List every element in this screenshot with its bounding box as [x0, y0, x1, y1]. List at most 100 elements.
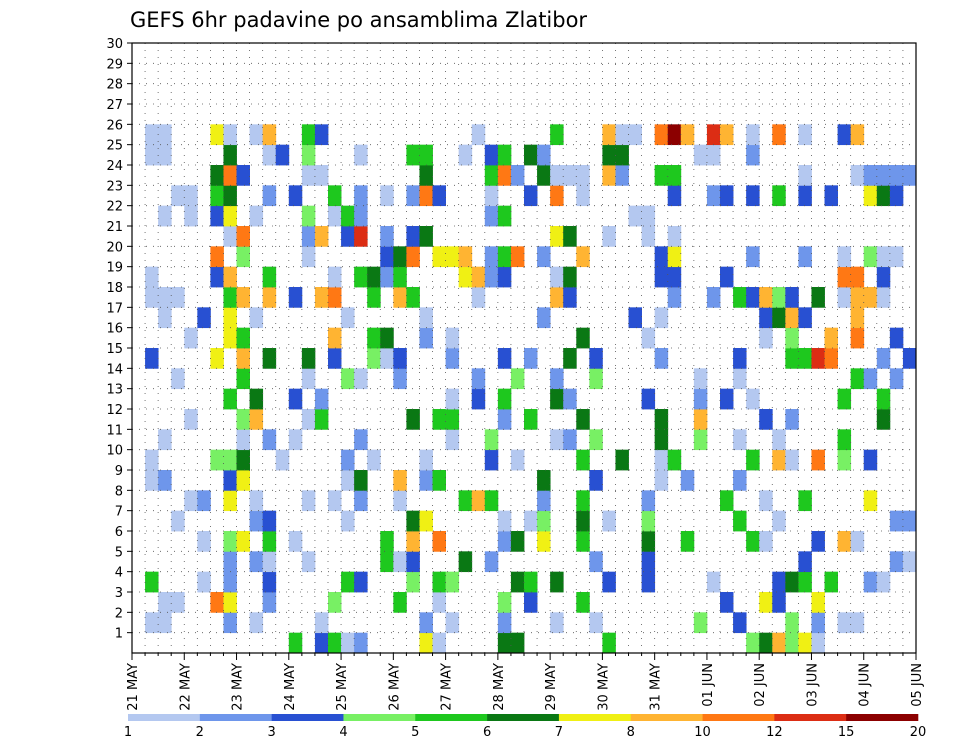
heatmap-cell: [236, 226, 250, 247]
heatmap-cell: [706, 287, 721, 308]
heatmap-cell: [850, 531, 865, 552]
heatmap-cell: [889, 327, 904, 349]
heatmap-cell: [615, 144, 629, 166]
heatmap-cell: [367, 327, 381, 349]
heatmap-cell: [210, 266, 224, 288]
heatmap-cell: [249, 490, 264, 512]
heatmap-cell: [497, 409, 512, 430]
heatmap-cell: [314, 388, 329, 410]
heatmap-cell: [380, 185, 394, 207]
heatmap-cell: [197, 307, 211, 329]
heatmap-cell: [876, 246, 891, 268]
heatmap-cell: [772, 124, 786, 146]
heatmap-cell: [550, 124, 564, 146]
heatmap-cell: [354, 205, 368, 227]
heatmap-cell: [641, 510, 656, 532]
heatmap-cell: [236, 409, 250, 430]
heatmap-cell: [746, 287, 760, 308]
heatmap-cell: [301, 368, 316, 390]
heatmap-cell: [889, 165, 904, 186]
heatmap-cell: [889, 510, 904, 532]
heatmap-cell: [641, 551, 656, 573]
heatmap-cell: [863, 165, 878, 186]
heatmap-cell: [876, 165, 891, 186]
heatmap-cell: [236, 429, 250, 451]
heatmap-cell: [759, 531, 773, 552]
heatmap-cell: [393, 348, 407, 369]
colorbar-label: 8: [627, 725, 635, 740]
heatmap-cell: [537, 470, 551, 491]
heatmap-cell: [223, 185, 237, 207]
heatmap-cell: [236, 165, 250, 186]
heatmap-cell: [654, 409, 669, 430]
heatmap-cell: [641, 205, 656, 227]
heatmap-cell: [733, 287, 747, 308]
heatmap-cell: [680, 470, 695, 491]
heatmap-cell: [837, 124, 852, 146]
heatmap-cell: [314, 409, 329, 430]
heatmap-cell: [785, 571, 799, 593]
heatmap-cell: [746, 124, 760, 146]
heatmap-cell: [785, 612, 799, 634]
heatmap-cell: [811, 449, 825, 471]
y-tick-label: 13: [106, 383, 123, 398]
heatmap-cell: [354, 571, 368, 593]
heatmap-cell: [615, 124, 629, 146]
heatmap-cell: [550, 388, 564, 410]
heatmap-cell: [510, 246, 525, 268]
heatmap-cell: [876, 266, 891, 288]
heatmap-cell: [667, 124, 682, 146]
heatmap-cell: [249, 510, 264, 532]
heatmap-cell: [798, 246, 812, 268]
y-tick-label: 25: [106, 139, 123, 154]
heatmap-cell: [889, 368, 904, 390]
heatmap-cell: [236, 348, 250, 369]
heatmap-cell: [563, 165, 577, 186]
y-tick-label: 18: [106, 281, 123, 296]
heatmap-cell: [746, 449, 760, 471]
heatmap-cell: [328, 327, 342, 349]
heatmap-cell: [720, 185, 734, 207]
heatmap-cell: [419, 510, 433, 532]
heatmap-cell: [432, 592, 446, 613]
heatmap-cell: [602, 226, 616, 247]
heatmap-cell: [445, 571, 460, 593]
colorbar-swatch: [630, 714, 703, 721]
x-tick-label: 31 MAY: [649, 663, 664, 711]
dotted-grid: [132, 43, 916, 653]
heatmap-cell: [406, 571, 420, 593]
heatmap-cell: [197, 490, 211, 512]
heatmap-cell: [445, 348, 460, 369]
heatmap-cell: [563, 287, 577, 308]
heatmap-cell: [236, 449, 250, 471]
heatmap-cell: [772, 449, 786, 471]
heatmap-cell: [262, 124, 277, 146]
heatmap-cell: [145, 612, 159, 634]
heatmap-cell: [249, 409, 264, 430]
heatmap-cell: [262, 551, 277, 573]
heatmap-cell: [576, 490, 590, 512]
heatmap-cell: [772, 510, 786, 532]
heatmap-cell: [654, 470, 669, 491]
heatmap-cell: [341, 307, 355, 329]
heatmap-cell: [772, 592, 786, 613]
heatmap-cell: [262, 510, 277, 532]
heatmap-cell: [693, 388, 708, 410]
heatmap-cell: [628, 124, 642, 146]
heatmap-cell: [889, 246, 904, 268]
x-tick-label: 28 MAY: [492, 663, 507, 711]
heatmap-cell: [733, 470, 747, 491]
heatmap-cell: [145, 266, 159, 288]
heatmap-cell: [210, 165, 224, 186]
heatmap-cell: [380, 327, 394, 349]
heatmap-cell: [236, 287, 250, 308]
heatmap-cell: [223, 266, 237, 288]
heatmap-cell: [720, 124, 734, 146]
colorbar-label: 6: [483, 725, 491, 740]
heatmap-cell: [393, 470, 407, 491]
y-tick-label: 20: [106, 240, 123, 255]
x-tick-label: 23 MAY: [231, 663, 246, 711]
heatmap-cell: [328, 205, 342, 227]
heatmap-cell: [850, 165, 865, 186]
heatmap-cell: [902, 165, 917, 186]
